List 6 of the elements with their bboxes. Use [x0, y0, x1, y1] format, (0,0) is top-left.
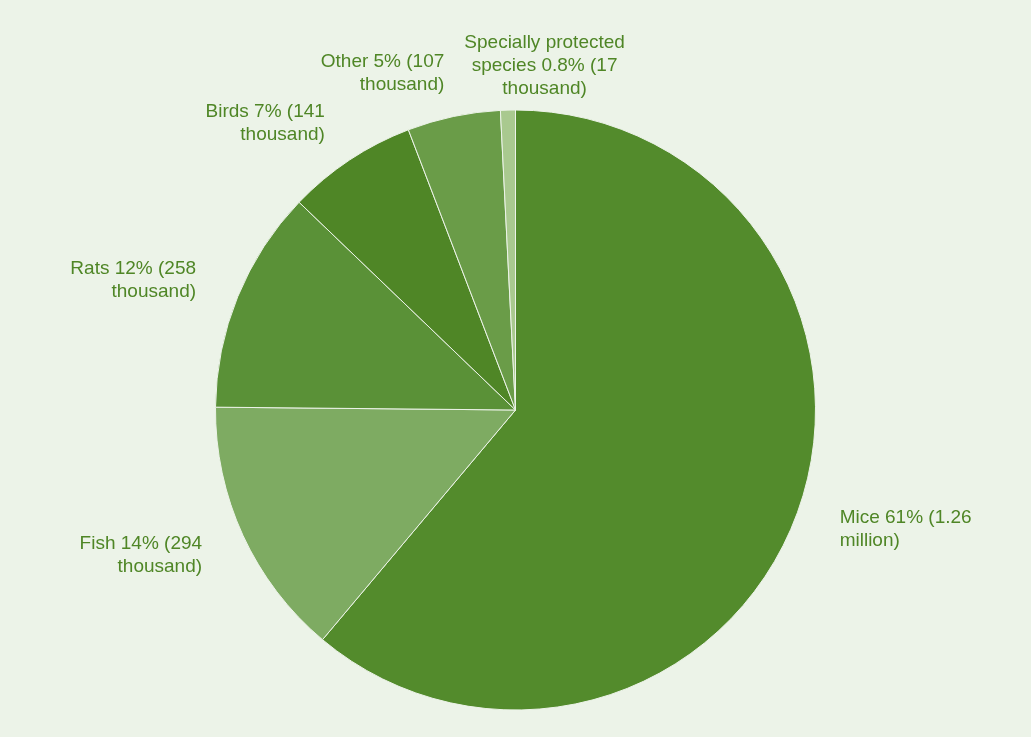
slice-label: Rats 12% (258 thousand) [70, 257, 197, 302]
slice-label: Mice 61% (1.26 million) [839, 505, 972, 550]
slice-label: Fish 14% (294 thousand) [79, 531, 203, 576]
slice-label: Birds 7% (141 thousand) [205, 99, 325, 144]
slice-label: Other 5% (107 thousand) [320, 49, 445, 94]
slice-label: Specially protected species 0.8% (17 thousand) [464, 31, 625, 99]
